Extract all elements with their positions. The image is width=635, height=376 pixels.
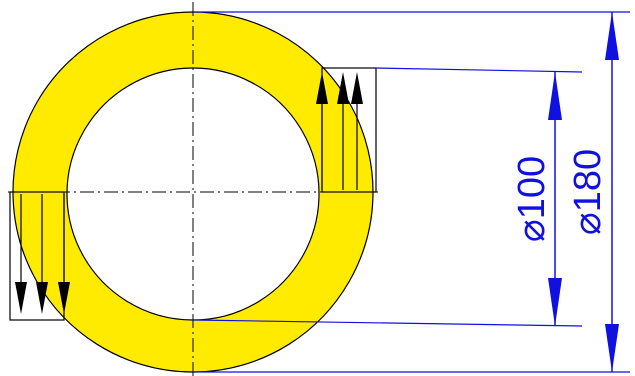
inner-extension-top [375, 67, 583, 73]
dimension-arrowheads [548, 12, 619, 372]
center-lines [8, 2, 378, 376]
inner-diameter-label: ⌀100 [511, 156, 553, 242]
inner-extension-bottom [192, 319, 583, 327]
outer-diameter-label: ⌀180 [567, 149, 609, 235]
arrowhead-icon [351, 72, 363, 104]
arrowhead-icon [605, 12, 619, 60]
arrowhead-icon [316, 72, 328, 104]
arrowhead-icon [58, 282, 70, 314]
arrowhead-icon [15, 282, 27, 314]
extension-lines [192, 11, 630, 373]
lower-arrowheads [15, 282, 70, 314]
arrowhead-icon [548, 72, 562, 120]
arrowhead-icon [337, 72, 349, 104]
upper-arrowheads [316, 72, 363, 104]
ring-annulus [13, 12, 373, 372]
arrowhead-icon [36, 282, 48, 314]
arrowhead-icon [548, 278, 562, 326]
arrowhead-icon [605, 324, 619, 372]
